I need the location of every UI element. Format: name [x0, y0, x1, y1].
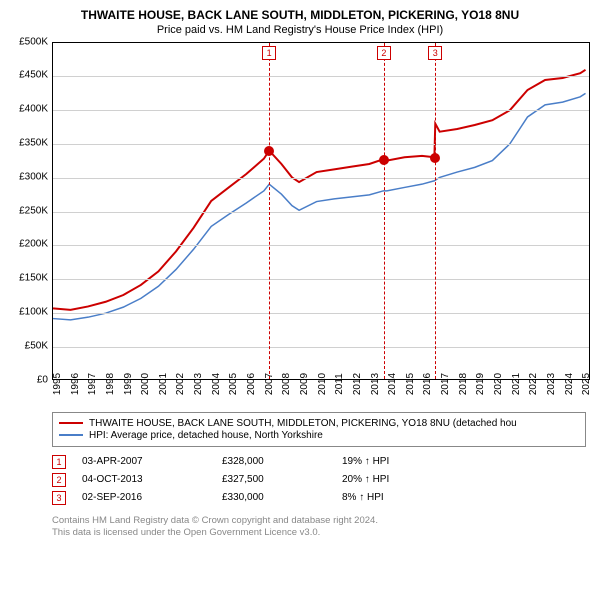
event-date: 04-OCT-2013 [82, 474, 222, 485]
event-row: 2 04-OCT-2013£327,50020% ↑ HPI [52, 473, 590, 487]
x-tick-label: 2007 [264, 372, 282, 394]
event-date: 02-SEP-2016 [82, 492, 222, 503]
event-price: £328,000 [222, 456, 342, 467]
event-price: £330,000 [222, 492, 342, 503]
y-tick-label: £350K [19, 137, 48, 148]
legend-label: THWAITE HOUSE, BACK LANE SOUTH, MIDDLETO… [89, 418, 517, 429]
legend-item: HPI: Average price, detached house, Nort… [59, 430, 579, 441]
x-tick-label: 2000 [140, 372, 158, 394]
x-tick-label: 2011 [334, 373, 352, 395]
footer-line-2: This data is licensed under the Open Gov… [52, 527, 590, 539]
chart-subtitle: Price paid vs. HM Land Registry's House … [10, 24, 590, 36]
y-tick-label: £0 [37, 374, 48, 385]
legend: THWAITE HOUSE, BACK LANE SOUTH, MIDDLETO… [52, 412, 586, 447]
x-tick-label: 2001 [158, 372, 176, 394]
x-tick-label: 2020 [493, 372, 511, 394]
x-tick-label: 2024 [564, 372, 582, 394]
event-marker-line [435, 43, 436, 379]
x-tick-label: 2009 [299, 372, 317, 394]
x-tick-label: 1999 [123, 372, 141, 394]
x-tick-label: 2025 [581, 372, 599, 394]
y-tick-label: £200K [19, 239, 48, 250]
event-delta: 19% ↑ HPI [342, 456, 462, 467]
event-delta: 8% ↑ HPI [342, 492, 462, 503]
x-tick-label: 2008 [281, 372, 299, 394]
event-marker-box: 2 [377, 46, 391, 60]
price-marker [264, 146, 274, 156]
x-tick-label: 2002 [175, 372, 193, 394]
price-marker [430, 153, 440, 163]
legend-swatch [59, 434, 83, 436]
series-line [53, 69, 586, 309]
x-tick-label: 1996 [70, 372, 88, 394]
y-tick-label: £450K [19, 70, 48, 81]
x-tick-label: 2018 [458, 372, 476, 394]
footer: Contains HM Land Registry data © Crown c… [52, 515, 590, 540]
y-axis: £0£50K£100K£150K£200K£250K£300K£350K£400… [10, 42, 52, 380]
x-tick-label: 2006 [246, 372, 264, 394]
events-table: 1 03-APR-2007£328,00019% ↑ HPI 2 04-OCT-201… [52, 455, 590, 505]
x-tick-label: 2016 [422, 372, 440, 394]
event-marker-line [269, 43, 270, 379]
event-marker-box: 3 [428, 46, 442, 60]
y-tick-label: £500K [19, 36, 48, 47]
y-tick-label: £400K [19, 104, 48, 115]
x-tick-label: 2017 [440, 372, 458, 394]
x-tick-label: 2019 [475, 372, 493, 394]
x-axis: 1995199619971998199920002001200220032004… [52, 380, 590, 402]
y-tick-label: £250K [19, 205, 48, 216]
x-tick-label: 2013 [370, 372, 388, 394]
event-date: 03-APR-2007 [82, 456, 222, 467]
legend-label: HPI: Average price, detached house, Nort… [89, 430, 323, 441]
x-tick-label: 2023 [546, 372, 564, 394]
x-tick-label: 2003 [193, 372, 211, 394]
x-tick-label: 2004 [211, 372, 229, 394]
event-id-box: 2 [52, 473, 66, 487]
footer-line-1: Contains HM Land Registry data © Crown c… [52, 515, 590, 527]
event-row: 1 03-APR-2007£328,00019% ↑ HPI [52, 455, 590, 469]
series-line [53, 93, 586, 319]
y-tick-label: £150K [19, 273, 48, 284]
x-tick-label: 2021 [511, 372, 529, 394]
x-tick-label: 2010 [317, 372, 335, 394]
x-tick-label: 2005 [228, 372, 246, 394]
x-tick-label: 1997 [87, 372, 105, 394]
chart-container: THWAITE HOUSE, BACK LANE SOUTH, MIDDLETO… [0, 0, 600, 590]
y-tick-label: £50K [25, 340, 48, 351]
event-id-box: 3 [52, 491, 66, 505]
event-price: £327,500 [222, 474, 342, 485]
event-marker-line [384, 43, 385, 379]
series-svg [53, 43, 589, 379]
legend-item: THWAITE HOUSE, BACK LANE SOUTH, MIDDLETO… [59, 418, 579, 429]
event-delta: 20% ↑ HPI [342, 474, 462, 485]
event-marker-box: 1 [262, 46, 276, 60]
y-tick-label: £300K [19, 171, 48, 182]
chart-area: £0 £50K £100K £150K £200K £250K £300K £350K £400… [10, 42, 590, 402]
event-id-box: 1 [52, 455, 66, 469]
x-tick-label: 1995 [52, 372, 70, 394]
x-tick-label: 2014 [387, 372, 405, 394]
chart-title: THWAITE HOUSE, BACK LANE SOUTH, MIDDLETO… [10, 8, 590, 24]
event-row: 3 02-SEP-2016£330,0008% ↑ HPI [52, 491, 590, 505]
x-tick-label: 2012 [352, 372, 370, 394]
x-tick-label: 2015 [405, 372, 423, 394]
legend-swatch [59, 422, 83, 424]
y-tick-label: £100K [19, 306, 48, 317]
x-tick-label: 2022 [528, 372, 546, 394]
plot-area: 1 2 3 [52, 42, 590, 380]
x-tick-label: 1998 [105, 372, 123, 394]
price-marker [379, 155, 389, 165]
